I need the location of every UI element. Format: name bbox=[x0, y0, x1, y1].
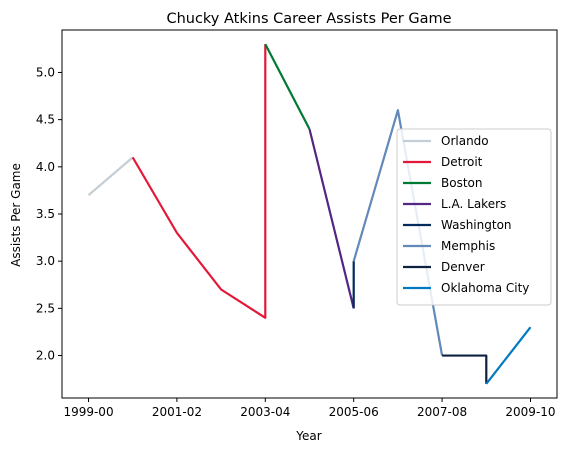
legend-label-7: Oklahoma City bbox=[441, 281, 529, 295]
y-tick-label-4: 4.0 bbox=[36, 160, 55, 174]
legend: Orlando Detroit Boston L.A. Lakers Washingto… bbox=[396, 128, 552, 306]
y-tick-label-2: 3.0 bbox=[36, 254, 55, 268]
legend-label-5: Memphis bbox=[441, 239, 495, 253]
y-tick-label-5: 4.5 bbox=[36, 113, 55, 127]
legend-box bbox=[396, 128, 552, 306]
legend-label-6: Denver bbox=[441, 260, 485, 274]
y-tick-label-1: 2.5 bbox=[36, 301, 55, 315]
x-tick-label-4: 2007-08 bbox=[417, 405, 467, 419]
series-line-3 bbox=[308, 128, 355, 309]
x-axis-label: Year bbox=[295, 429, 321, 443]
y-axis-label: Assists Per Game bbox=[9, 163, 23, 267]
y-tick-label-3: 3.5 bbox=[36, 207, 55, 221]
x-tick-label-5: 2009-10 bbox=[505, 405, 555, 419]
y-tick-label-6: 5.0 bbox=[36, 65, 55, 79]
series-line-0 bbox=[87, 156, 134, 196]
legend-label-0: Orlando bbox=[441, 134, 489, 148]
x-tick-label-2: 2003-04 bbox=[240, 405, 290, 419]
legend-label-2: Boston bbox=[441, 176, 482, 190]
series-line-6 bbox=[442, 354, 488, 384]
chart-title: Chucky Atkins Career Assists Per Game bbox=[166, 11, 451, 27]
x-tick-label-1: 2001-02 bbox=[152, 405, 202, 419]
series-line-7 bbox=[485, 326, 532, 385]
legend-label-4: Washington bbox=[441, 218, 512, 232]
x-tick-label-3: 2005-06 bbox=[329, 405, 379, 419]
x-tick-label-0: 1999-00 bbox=[63, 405, 113, 419]
series-line-1 bbox=[131, 44, 267, 319]
legend-label-3: L.A. Lakers bbox=[441, 197, 506, 211]
legend-label-1: Detroit bbox=[441, 155, 483, 169]
series-line-2 bbox=[264, 43, 311, 130]
axes-layer: 1999-00 2001-02 2003-04 2005-06 2007-08 2009-… bbox=[36, 29, 558, 419]
y-tick-label-0: 2.0 bbox=[36, 349, 55, 363]
